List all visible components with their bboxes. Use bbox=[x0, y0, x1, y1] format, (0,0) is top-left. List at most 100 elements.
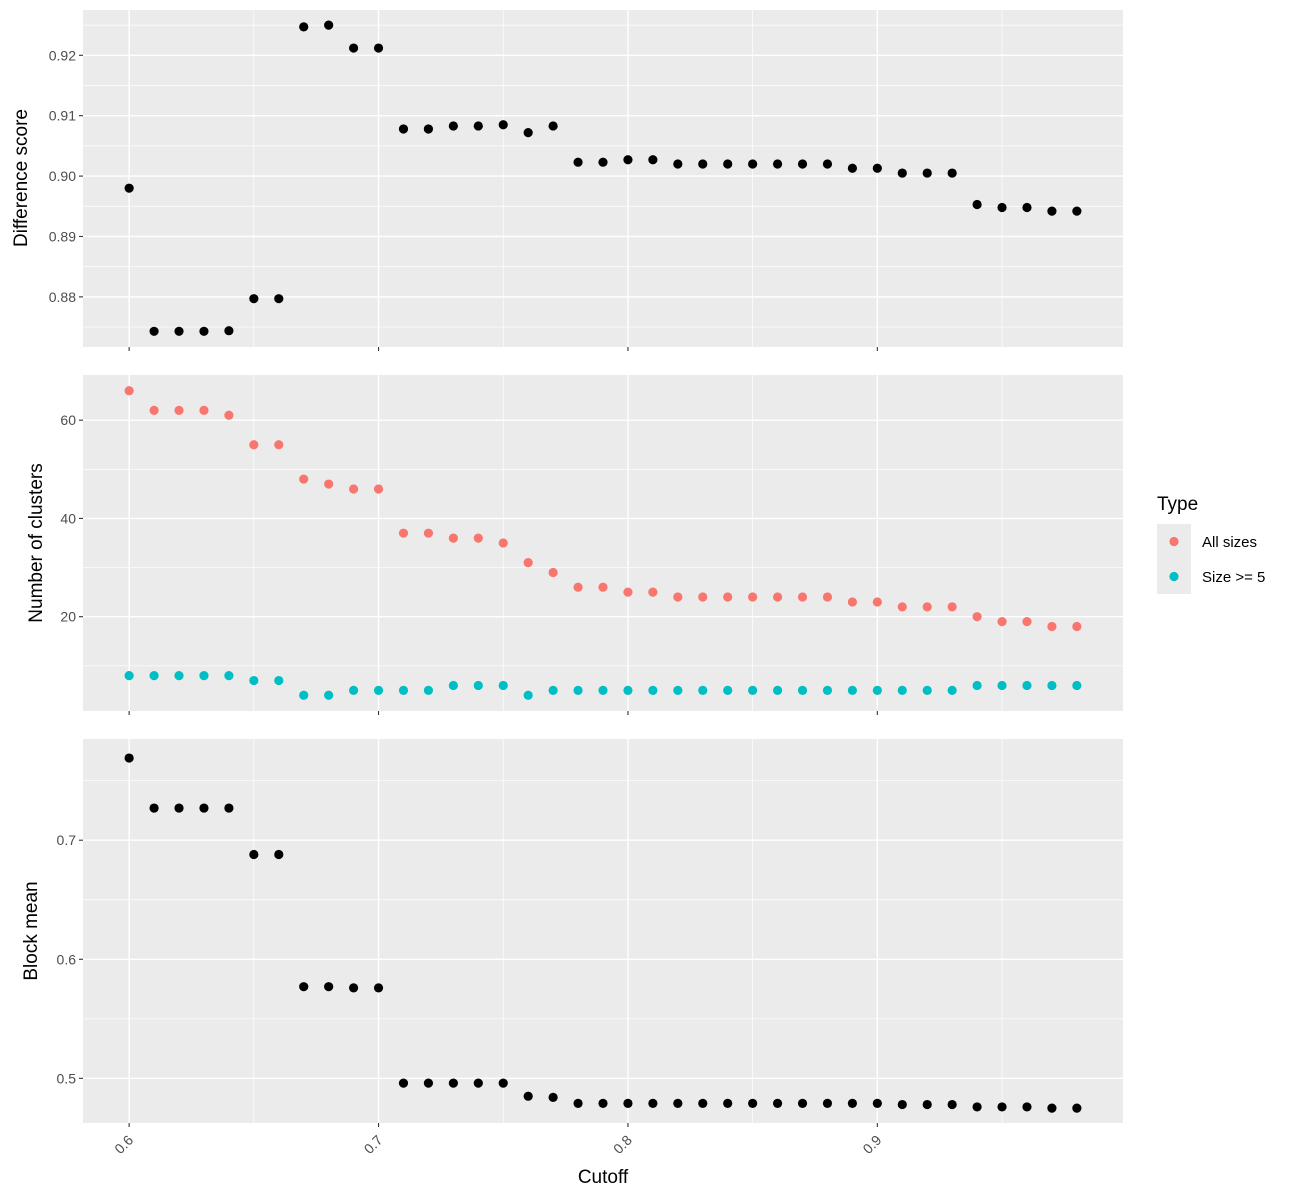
y-tick-label: 0.89 bbox=[49, 228, 76, 244]
data-point bbox=[174, 326, 184, 336]
data-point bbox=[124, 671, 134, 681]
data-point bbox=[872, 685, 882, 695]
data-point bbox=[972, 680, 982, 691]
data-point bbox=[997, 202, 1007, 213]
data-point bbox=[772, 1098, 783, 1108]
data-point bbox=[723, 685, 733, 695]
data-point bbox=[348, 484, 359, 494]
data-point bbox=[922, 168, 932, 178]
data-point bbox=[398, 1078, 409, 1088]
data-point bbox=[324, 479, 334, 489]
chart-panels: 0.88 0.89 0.90 0.91 0.92 Difference score 20 40… bbox=[11, 10, 1123, 1157]
data-point bbox=[299, 22, 309, 32]
data-point bbox=[224, 326, 234, 336]
data-point bbox=[947, 685, 957, 695]
data-point bbox=[1022, 616, 1032, 627]
data-point bbox=[324, 982, 334, 992]
data-point bbox=[822, 685, 833, 695]
data-point bbox=[1072, 680, 1082, 691]
data-point bbox=[897, 685, 907, 695]
data-point bbox=[423, 685, 434, 695]
data-point bbox=[648, 685, 658, 695]
data-point bbox=[124, 386, 134, 396]
data-point bbox=[199, 405, 209, 415]
data-point bbox=[673, 685, 683, 695]
data-point bbox=[199, 671, 209, 681]
data-point bbox=[473, 533, 483, 543]
data-point bbox=[523, 690, 533, 700]
data-point bbox=[473, 1078, 483, 1088]
data-point bbox=[972, 199, 982, 210]
data-point bbox=[1047, 621, 1057, 632]
data-point bbox=[299, 690, 309, 700]
data-point bbox=[348, 685, 359, 695]
data-point bbox=[1047, 206, 1057, 216]
data-point bbox=[548, 567, 558, 578]
data-point bbox=[897, 1099, 907, 1110]
data-point bbox=[922, 602, 932, 612]
data-point bbox=[1022, 1102, 1032, 1112]
data-point bbox=[249, 849, 259, 860]
legend-key-marker bbox=[1169, 571, 1179, 582]
data-point bbox=[398, 685, 409, 695]
data-point bbox=[373, 43, 384, 53]
data-point bbox=[947, 602, 957, 612]
data-point bbox=[1022, 680, 1032, 691]
data-point bbox=[922, 1099, 932, 1110]
data-point bbox=[274, 294, 284, 304]
y-tick-label: 40 bbox=[60, 510, 76, 526]
data-point bbox=[772, 685, 783, 695]
data-point bbox=[623, 587, 633, 597]
data-point bbox=[1072, 206, 1082, 216]
data-point bbox=[199, 803, 209, 813]
data-point bbox=[523, 558, 533, 568]
data-point bbox=[673, 159, 683, 169]
data-point bbox=[997, 616, 1007, 627]
y-axis-title: Block mean bbox=[21, 881, 42, 980]
y-tick-label: 0.5 bbox=[57, 1070, 77, 1086]
x-tick-label: 0.8 bbox=[610, 1132, 635, 1157]
data-point bbox=[648, 587, 658, 597]
data-point bbox=[299, 474, 309, 484]
data-point bbox=[847, 685, 858, 695]
legend-entry-label: Size >= 5 bbox=[1202, 569, 1265, 586]
y-tick-label: 20 bbox=[60, 609, 76, 625]
y-tick-label: 0.6 bbox=[57, 951, 77, 967]
data-point bbox=[523, 1091, 533, 1101]
data-point bbox=[473, 121, 483, 131]
data-point bbox=[872, 163, 882, 173]
data-point bbox=[199, 326, 209, 336]
data-point bbox=[972, 1102, 982, 1112]
data-point bbox=[573, 1098, 583, 1108]
data-point bbox=[822, 592, 833, 602]
data-point bbox=[373, 983, 384, 993]
data-point bbox=[548, 685, 558, 695]
data-point bbox=[673, 592, 683, 602]
legend: Type All sizes Size >= 5 bbox=[1157, 494, 1265, 594]
data-point bbox=[274, 440, 284, 450]
panel-number-of-clusters: 20 40 60 Number of clusters bbox=[26, 375, 1123, 715]
data-point bbox=[623, 1098, 633, 1108]
data-point bbox=[748, 159, 758, 169]
data-point bbox=[124, 183, 134, 193]
data-point bbox=[698, 159, 708, 169]
data-point bbox=[648, 155, 658, 165]
legend-key-marker bbox=[1169, 536, 1179, 547]
x-tick-label: 0.6 bbox=[111, 1132, 136, 1157]
data-point bbox=[249, 440, 259, 450]
data-point bbox=[797, 1098, 808, 1108]
data-point bbox=[348, 43, 359, 53]
panel-block-mean: 0.5 0.6 0.7 Block mean bbox=[21, 739, 1123, 1127]
data-point bbox=[797, 685, 808, 695]
data-point bbox=[598, 582, 608, 592]
data-point bbox=[224, 803, 234, 813]
data-point bbox=[872, 1098, 882, 1108]
data-point bbox=[398, 528, 409, 538]
y-axis-title: Number of clusters bbox=[26, 463, 47, 622]
data-point bbox=[748, 592, 758, 602]
panel-background bbox=[83, 375, 1123, 711]
data-point bbox=[748, 1098, 758, 1108]
x-axis-title: Cutoff bbox=[578, 1167, 629, 1188]
data-point bbox=[997, 680, 1007, 691]
data-point bbox=[149, 803, 159, 813]
